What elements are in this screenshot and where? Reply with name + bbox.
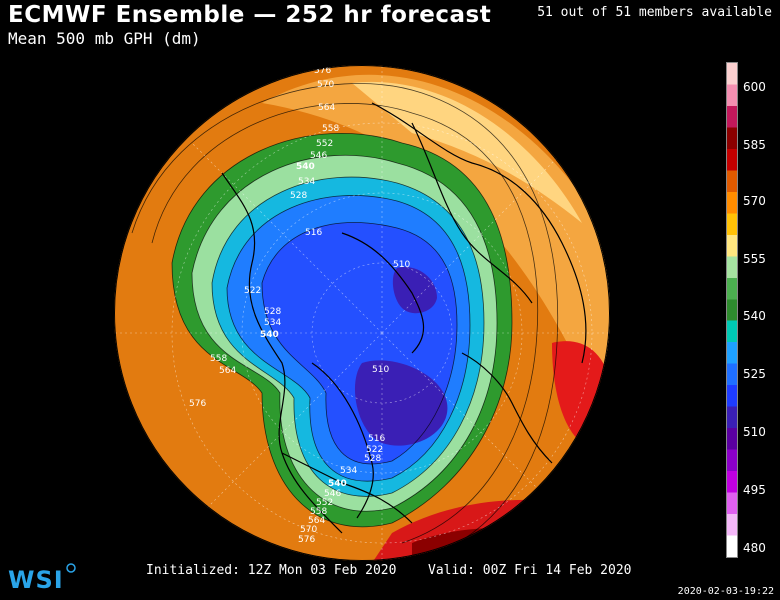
contour-label: 534 [340,466,357,476]
contour-label: 540 [296,162,315,172]
members-available: 51 out of 51 members available [537,5,772,20]
contour-label: 558 [322,124,339,134]
contour-label: 510 [372,365,389,375]
wsi-logo: WSI [8,566,64,594]
contour-label: 540 [260,330,279,340]
color-scale-label: 555 [743,252,766,266]
color-scale-label: 510 [743,425,766,439]
contour-label: 516 [368,434,385,444]
contour-label: 522 [366,445,383,455]
render-timestamp: 2020-02-03-19:22 [677,586,774,597]
contour-label: 558 [210,354,227,364]
color-scale-label: 600 [743,80,766,94]
contour-label: 552 [316,139,333,149]
color-scale-label: 585 [743,138,766,152]
color-scale-label: 480 [743,541,766,555]
contour-label: 534 [264,318,281,328]
contour-label: 540 [328,479,347,489]
contour-label: 576 [314,66,331,76]
coastlines [221,102,587,534]
logo-dot-icon [66,563,76,573]
contour-label: 528 [364,454,381,464]
contour-label: 576 [189,399,206,409]
forecast-map: 576 570 564 558 552 546 540 534 528 516 … [112,63,612,563]
contour-label: 546 [310,151,327,161]
color-scale-label: 495 [743,483,766,497]
color-scale-label: 570 [743,194,766,208]
contour-label: 552 [316,498,333,508]
contour-label: 570 [317,80,334,90]
contour-label: 564 [219,366,236,376]
page-title: ECMWF Ensemble — 252 hr forecast [8,2,492,28]
contour-label: 534 [298,177,315,187]
page-subtitle: Mean 500 mb GPH (dm) [8,29,201,48]
contour-label: 546 [324,489,341,499]
contour-label: 558 [310,507,327,517]
contour-label: 576 [298,535,315,545]
field-purple-low-1 [354,360,448,446]
contour-label: 570 [300,525,317,535]
valid-time: Valid: 00Z Fri 14 Feb 2020 [428,563,632,578]
color-scale-label: 540 [743,309,766,323]
field-yellow-band [352,81,582,223]
height-contours [131,83,559,561]
color-scale-label: 525 [743,367,766,381]
contour-label: 528 [290,191,307,201]
initialized-time: Initialized: 12Z Mon 03 Feb 2020 [146,563,397,578]
contour-label: 516 [305,228,322,238]
forecast-map-svg: 576 570 564 558 552 546 540 534 528 516 … [114,65,610,561]
contour-label: 528 [264,307,281,317]
contour-label: 564 [308,516,325,526]
contour-labels: 576 570 564 558 552 546 540 534 528 516 … [189,66,410,545]
color-scale-bar [726,62,738,558]
contour-label: 510 [393,260,410,270]
contour-label: 564 [318,103,335,113]
contour-label: 522 [244,286,261,296]
